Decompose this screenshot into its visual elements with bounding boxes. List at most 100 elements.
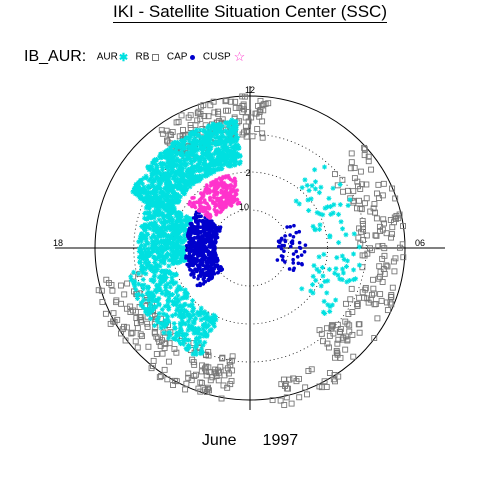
aur-point <box>331 202 336 207</box>
cap-point <box>187 263 191 267</box>
aur-point <box>347 197 352 202</box>
aur-point <box>163 233 168 238</box>
cap-point <box>292 235 296 239</box>
cap-point <box>294 250 298 254</box>
aur-point <box>166 175 171 180</box>
aur-point <box>159 269 164 274</box>
aur-series <box>128 118 362 357</box>
aur-point <box>199 317 204 322</box>
cap-point <box>201 271 205 275</box>
rb-point <box>357 198 362 203</box>
cusp-point <box>203 201 207 205</box>
aur-point <box>155 230 160 235</box>
aur-point <box>142 260 147 265</box>
cap-point <box>296 255 300 259</box>
aur-point <box>177 210 182 215</box>
aur-point <box>162 162 167 167</box>
aur-point <box>223 144 228 149</box>
cap-point <box>198 263 202 267</box>
cap-point <box>206 261 210 265</box>
aur-point <box>158 244 163 249</box>
aur-point <box>149 184 154 189</box>
aur-point <box>181 342 186 347</box>
aur-point <box>307 188 312 193</box>
aur-point <box>232 130 237 135</box>
aur-point <box>342 257 347 262</box>
aur-point <box>149 202 154 207</box>
aur-point <box>201 323 206 328</box>
aur-point <box>327 267 332 272</box>
rb-point <box>179 113 184 118</box>
aur-point <box>161 330 166 335</box>
aur-point <box>166 336 171 341</box>
aur-point <box>143 271 148 276</box>
rb-point <box>358 169 363 174</box>
cap-point <box>194 257 198 261</box>
aur-point <box>165 213 170 218</box>
cap-point <box>282 249 286 253</box>
cap-point <box>208 233 212 237</box>
aur-point <box>185 155 190 160</box>
cusp-point <box>224 204 228 208</box>
aur-point <box>203 174 208 179</box>
aur-point <box>206 143 211 148</box>
aur-point <box>229 153 234 158</box>
aur-point <box>223 157 228 162</box>
aur-point <box>226 161 231 166</box>
radial-label: 10 <box>239 202 249 212</box>
aur-point <box>171 228 176 233</box>
cap-point <box>213 238 217 242</box>
aur-point <box>320 274 325 279</box>
rb-point <box>368 209 373 214</box>
aur-point <box>161 255 166 260</box>
rb-point <box>381 181 386 186</box>
angular-label: 12 <box>245 85 255 95</box>
rb-point <box>340 177 345 182</box>
aur-point <box>157 217 162 222</box>
aur-point <box>141 277 146 282</box>
aur-point <box>344 279 349 284</box>
aur-point <box>202 340 207 345</box>
cap-point <box>280 237 284 241</box>
aur-point <box>183 136 188 141</box>
aur-point <box>166 319 171 324</box>
rb-point <box>160 351 165 356</box>
aur-point <box>131 270 136 275</box>
rb-point <box>114 300 119 305</box>
aur-point <box>318 185 323 190</box>
rb-point <box>133 339 138 344</box>
aur-point <box>225 131 230 136</box>
aur-point <box>172 210 177 215</box>
cusp-point <box>233 177 237 181</box>
aur-point <box>130 189 135 194</box>
cap-point <box>188 222 192 226</box>
cap-point <box>192 272 196 276</box>
aur-point <box>206 164 211 169</box>
rb-point <box>377 274 382 279</box>
rb-point <box>379 298 384 303</box>
cap-point <box>288 225 292 229</box>
cap-point <box>197 219 201 223</box>
cap-point <box>212 250 216 254</box>
aur-point <box>214 147 219 152</box>
cap-point <box>200 220 204 224</box>
rb-point <box>369 292 374 297</box>
aur-point <box>173 302 178 307</box>
cap-point <box>185 248 189 252</box>
cap-point <box>283 238 287 242</box>
aur-point <box>178 252 183 257</box>
aur-point <box>189 151 194 156</box>
rb-point <box>360 253 365 258</box>
cap-point <box>192 239 196 243</box>
aur-point <box>158 202 163 207</box>
rb-point <box>324 384 329 389</box>
aur-point <box>167 183 172 188</box>
aur-point <box>321 252 326 257</box>
cap-point <box>291 239 295 243</box>
aur-point <box>306 208 311 213</box>
cap-point <box>192 275 196 279</box>
aur-point <box>160 307 165 312</box>
cap-point <box>193 245 197 249</box>
aur-point <box>193 129 198 134</box>
cap-point <box>188 252 192 256</box>
